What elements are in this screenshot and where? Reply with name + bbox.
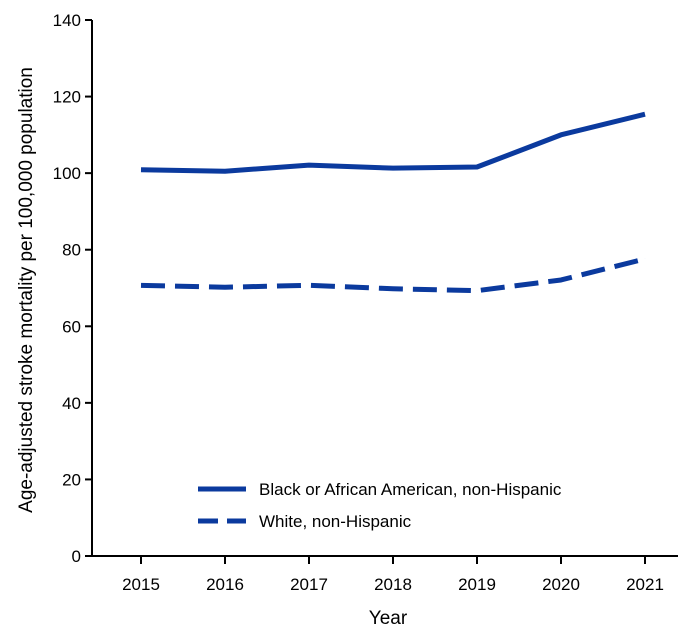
x-tick-label: 2021 — [626, 575, 664, 594]
x-axis-title: Year — [369, 608, 408, 627]
legend-label: White, non-Hispanic — [259, 512, 412, 531]
y-tick-label: 40 — [62, 394, 81, 413]
tick-marks: 0 20 40 60 80 100 120 140 2015 2016 2017 2018 2019 20… — [53, 11, 664, 594]
y-tick-label: 140 — [53, 11, 81, 30]
y-tick-label: 120 — [53, 88, 81, 107]
axes — [91, 20, 678, 557]
y-tick-label: 0 — [72, 547, 81, 566]
series-line-black-non-hispanic — [140, 111, 646, 174]
y-tick-label: 20 — [62, 470, 81, 489]
y-tick-label: 60 — [62, 317, 81, 336]
legend-label: Black or African American, non-Hispanic — [259, 480, 562, 499]
series-lines — [140, 111, 646, 294]
x-tick-label: 2017 — [290, 575, 328, 594]
legend: Black or African American, non-Hispanic W… — [198, 480, 562, 531]
y-tick-label: 80 — [62, 241, 81, 260]
x-tick-label: 2016 — [206, 575, 244, 594]
y-axis-title: Age-adjusted stroke mortality per 100,00… — [16, 67, 37, 513]
x-tick-label: 2019 — [458, 575, 496, 594]
x-tick-label: 2020 — [542, 575, 580, 594]
x-tick-label: 2018 — [374, 575, 412, 594]
x-tick-label: 2015 — [122, 575, 160, 594]
y-tick-label: 100 — [53, 164, 81, 183]
series-line-white-non-hispanic — [140, 256, 646, 294]
